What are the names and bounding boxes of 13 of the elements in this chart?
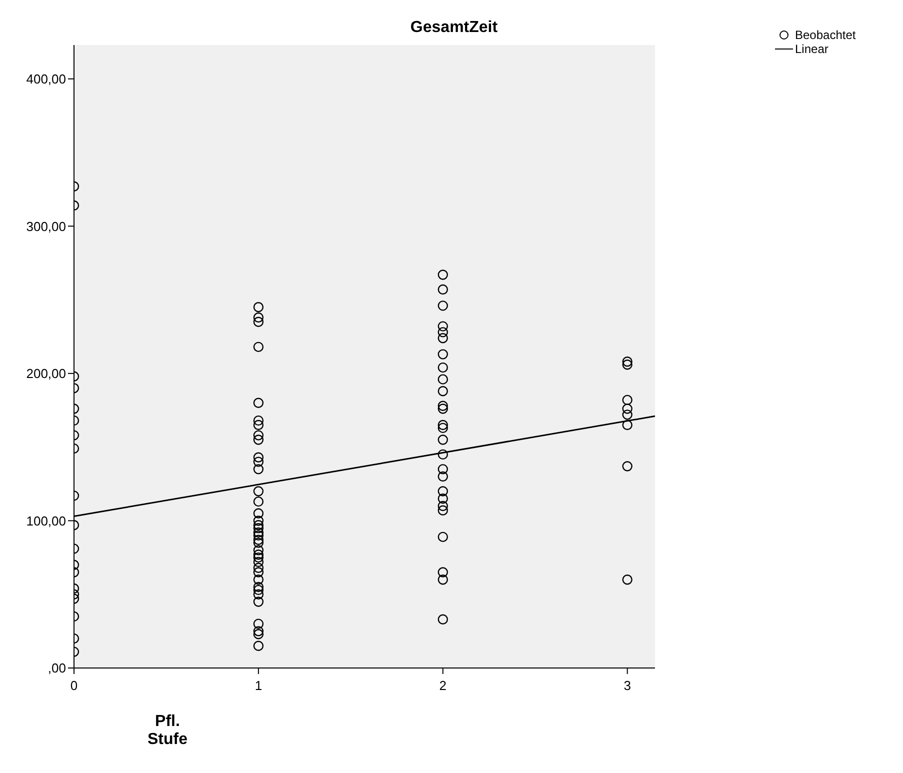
legend-label: Linear <box>795 42 828 56</box>
legend-label: Beobachtet <box>795 28 856 42</box>
x-tick-label: 0 <box>70 678 78 693</box>
y-tick-label: 100,00 <box>26 513 66 528</box>
x-tick-label: 3 <box>624 678 631 693</box>
x-tick-label: 2 <box>439 678 447 693</box>
y-tick-label: 300,00 <box>26 218 66 234</box>
y-tick-label: 400,00 <box>26 71 66 86</box>
y-tick-label: ,00 <box>48 660 66 676</box>
x-tick-label: 1 <box>254 678 262 693</box>
x-axis-title: Pfl. Stufe <box>148 713 188 748</box>
chart-title: GesamtZeit <box>410 19 498 36</box>
y-tick-label: 200,00 <box>26 366 66 382</box>
